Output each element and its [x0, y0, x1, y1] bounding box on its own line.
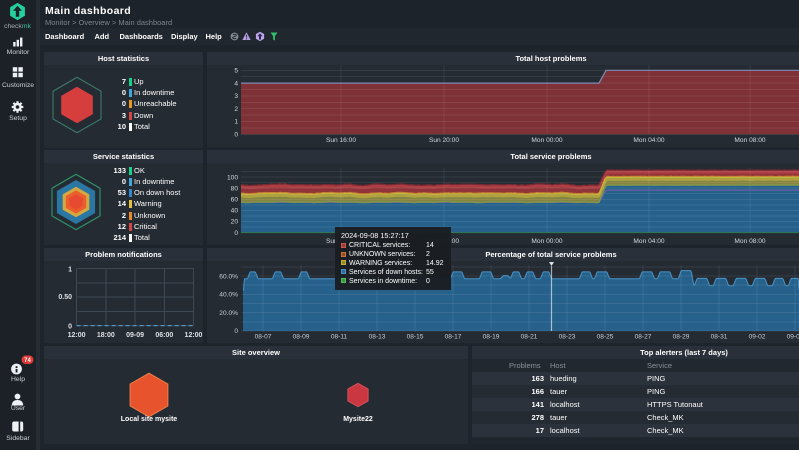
svg-text:1: 1: [68, 266, 72, 273]
svg-text:3: 3: [234, 93, 238, 100]
svg-text:40.0%: 40.0%: [219, 292, 238, 299]
svg-text:4: 4: [234, 80, 238, 87]
svg-text:08-27: 08-27: [635, 334, 652, 341]
svg-text:60.0%: 60.0%: [219, 273, 238, 280]
svg-text:09-04: 09-04: [787, 334, 799, 341]
svg-text:Mon 00:00: Mon 00:00: [531, 137, 562, 144]
svg-text:18:00: 18:00: [97, 332, 115, 339]
svg-text:08-25: 08-25: [597, 334, 614, 341]
svg-text:0: 0: [234, 328, 238, 335]
svg-text:Sun 20:00: Sun 20:00: [429, 137, 459, 144]
svg-text:Mon 08:00: Mon 08:00: [734, 137, 765, 144]
svg-text:06:00: 06:00: [155, 332, 173, 339]
svg-text:Mon 04:00: Mon 04:00: [633, 137, 664, 144]
svg-text:0: 0: [68, 323, 72, 330]
svg-text:12:00: 12:00: [185, 332, 203, 339]
svg-text:74: 74: [24, 358, 31, 364]
svg-text:Mon 00:00: Mon 00:00: [531, 238, 562, 245]
svg-text:08-29: 08-29: [673, 334, 690, 341]
svg-text:08-17: 08-17: [445, 334, 462, 341]
svg-text:20.0%: 20.0%: [219, 310, 238, 317]
svg-text:100: 100: [227, 174, 238, 181]
svg-text:5: 5: [234, 68, 238, 75]
svg-text:09-02: 09-02: [749, 334, 766, 341]
svg-text:08-19: 08-19: [483, 334, 500, 341]
svg-text:Mon 08:00: Mon 08:00: [734, 238, 765, 245]
svg-text:0.50: 0.50: [58, 294, 72, 301]
svg-text:0: 0: [234, 230, 238, 237]
svg-text:08-07: 08-07: [255, 334, 272, 341]
svg-text:09-09: 09-09: [126, 332, 144, 339]
svg-text:40: 40: [231, 208, 239, 215]
svg-text:60: 60: [231, 197, 239, 204]
svg-text:08-15: 08-15: [407, 334, 424, 341]
svg-text:08-09: 08-09: [293, 334, 310, 341]
svg-text:0: 0: [234, 132, 238, 139]
svg-text:08-13: 08-13: [369, 334, 386, 341]
svg-text:08-11: 08-11: [331, 334, 348, 341]
svg-text:12:00: 12:00: [68, 332, 86, 339]
svg-text:80: 80: [231, 185, 239, 192]
svg-text:20: 20: [231, 219, 239, 226]
svg-text:08-21: 08-21: [521, 334, 538, 341]
svg-text:checkmk: checkmk: [4, 23, 31, 30]
svg-text:2: 2: [234, 106, 238, 113]
svg-text:Sun 16:00: Sun 16:00: [326, 137, 356, 144]
svg-text:Mon 04:00: Mon 04:00: [633, 238, 664, 245]
svg-text:08-31: 08-31: [711, 334, 728, 341]
svg-text:1: 1: [234, 119, 238, 126]
svg-text:08-23: 08-23: [559, 334, 576, 341]
